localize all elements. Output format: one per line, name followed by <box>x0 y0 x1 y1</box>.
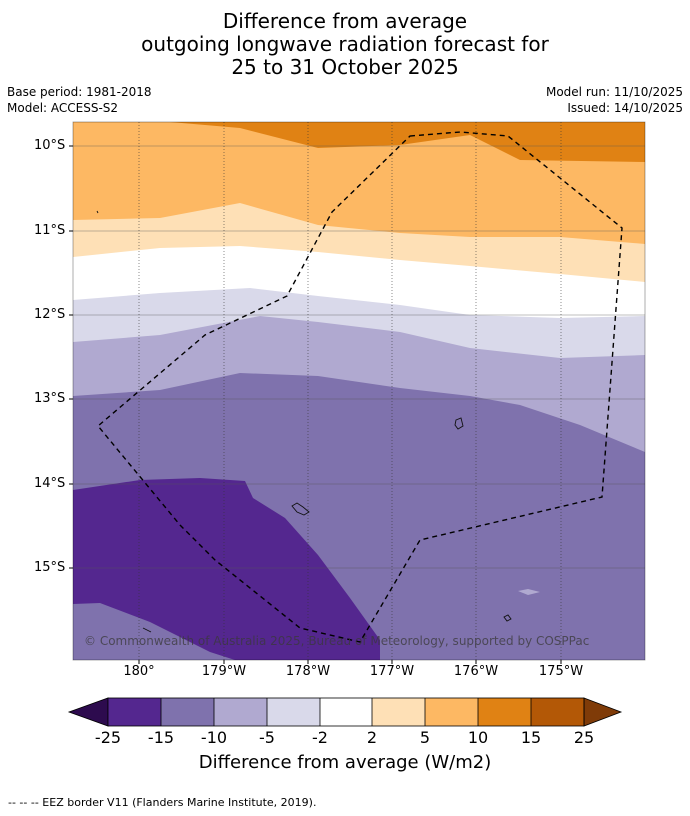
colorbar-segment <box>267 698 320 726</box>
colorbar-segment <box>372 698 425 726</box>
colorbar <box>67 697 623 727</box>
latitude-gridlines <box>73 145 645 569</box>
colorbar-segment <box>531 698 584 726</box>
lat-label: 12°S <box>34 307 66 322</box>
lat-label: 11°S <box>34 223 66 238</box>
island-outline <box>454 417 464 430</box>
colorbar-segment <box>478 698 531 726</box>
colorbar-tick: 10 <box>467 728 489 747</box>
colorbar-tick: 25 <box>573 728 595 747</box>
colorbar-tick: 15 <box>520 728 542 747</box>
lon-label: 177°W <box>369 664 415 679</box>
island-outline <box>503 614 512 622</box>
lon-label: 180° <box>123 664 155 679</box>
colorbar-segment <box>320 698 372 726</box>
colorbar-outline <box>107 697 585 727</box>
copyright-notice: © Commonwealth of Australia 2025, Bureau… <box>84 634 589 648</box>
model-name: Model: ACCESS-S2 <box>7 101 119 115</box>
colorbar-dividers <box>160 698 532 726</box>
lat-label: 10°S <box>34 138 66 153</box>
lat-label: 13°S <box>34 391 66 406</box>
colorbar-segment <box>161 698 214 726</box>
lat-label: 15°S <box>34 560 66 575</box>
graticule <box>73 122 645 660</box>
lon-label: 175°W <box>538 664 584 679</box>
lon-label: 176°W <box>453 664 499 679</box>
map-title-line-3: 25 to 31 October 2025 <box>231 55 459 79</box>
eez-border <box>97 131 623 643</box>
colorbar-tick: -2 <box>312 728 328 747</box>
colorbar-segment <box>108 698 161 726</box>
colorbar-title: Difference from average (W/m2) <box>198 752 492 773</box>
issued-date: Issued: 14/10/2025 <box>567 101 683 115</box>
map-frame <box>72 121 646 661</box>
island-outline <box>142 627 152 633</box>
lon-label: 179°W <box>201 664 247 679</box>
colorbar-tick: -10 <box>200 728 228 747</box>
eez-footnote: -- -- -- EEZ border V11 (Flanders Marine… <box>8 796 317 809</box>
map-title-line-1: Difference from average <box>222 9 468 33</box>
colorbar-segment <box>425 698 478 726</box>
colorbar-tick: 5 <box>419 728 431 747</box>
map-title-line-2: outgoing longwave radiation forecast for <box>141 32 549 56</box>
model-run: Model run: 11/10/2025 <box>545 85 683 99</box>
colorbar-tick: -5 <box>259 728 275 747</box>
colorbar-extend-high <box>583 697 623 727</box>
small-patch <box>518 589 540 595</box>
contour-fill-layer <box>73 122 645 660</box>
lon-label: 178°W <box>285 664 331 679</box>
colorbar-segment <box>214 698 267 726</box>
island-outline <box>96 210 99 214</box>
colorbar-tick: -25 <box>94 728 122 747</box>
colorbar-tick: -15 <box>147 728 175 747</box>
lat-label: 14°S <box>34 476 66 491</box>
axis-ticks <box>69 145 562 664</box>
islands <box>96 210 512 633</box>
colorbar-extend-low <box>67 697 109 727</box>
colorbar-tick: 2 <box>366 728 378 747</box>
band-purple-medium-lower <box>73 603 235 660</box>
island-outline <box>291 502 310 516</box>
base-period: Base period: 1981-2018 <box>7 85 152 99</box>
